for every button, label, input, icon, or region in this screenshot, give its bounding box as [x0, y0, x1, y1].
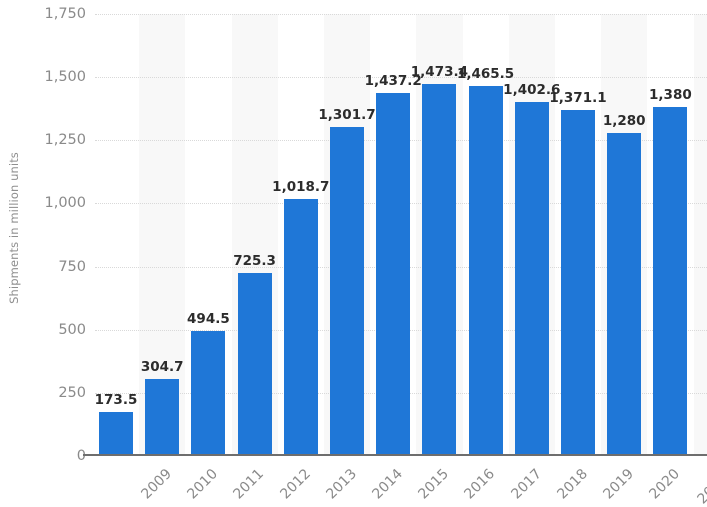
x-axis-tick-2021-est: 2021*: [694, 466, 707, 507]
bar[interactable]: [99, 412, 133, 456]
bar[interactable]: [237, 272, 272, 456]
gridline: [95, 77, 707, 79]
x-axis-tick-2012: 2012: [277, 466, 314, 503]
bar[interactable]: [607, 132, 642, 456]
bar-column-2015[interactable]: 1,437.2: [365, 0, 422, 456]
y-axis-tick-1250: 1,250: [44, 132, 86, 149]
bar-value-label: 1,465.5: [456, 65, 515, 82]
x-axis-tick-2020: 2020: [646, 466, 684, 503]
x-axis-tick-2019: 2019: [600, 466, 637, 503]
bar-column-2022-est[interactable]: [700, 0, 707, 456]
bar[interactable]: [191, 331, 226, 456]
bar-value-label: 173.5: [94, 392, 138, 409]
bar[interactable]: [422, 83, 457, 456]
bar-column-2013[interactable]: 1,018.7: [272, 0, 329, 456]
bar-value-label: 494.5: [187, 311, 230, 328]
x-axis-tick-2010: 2010: [184, 466, 222, 503]
bar-column-2010[interactable]: 304.7: [141, 0, 184, 456]
plot-area: 173.5 304.7 494.5 725.3 1,018.7 1,301.7 1,437.…: [83, 0, 707, 456]
bar-value-label: 725.3: [233, 252, 276, 269]
bar[interactable]: [145, 379, 180, 456]
y-axis-tick-750: 750: [58, 258, 86, 275]
bar[interactable]: [468, 85, 503, 456]
bar-value-label: 1,437.2: [364, 73, 422, 89]
bar[interactable]: [330, 127, 364, 456]
y-axis-tick-labels: 0 250 500 750 1,000 1,250 1,500 1,750: [24, 0, 86, 507]
bar-value-label: 1,018.7: [272, 178, 330, 195]
y-axis-tick-1750: 1,750: [44, 6, 86, 22]
bar-column-2011[interactable]: 494.5: [187, 0, 230, 456]
x-axis-tick-2013: 2013: [323, 466, 360, 503]
gridline: [95, 14, 707, 15]
x-axis-tick-2016: 2016: [461, 466, 499, 503]
bar[interactable]: [283, 198, 318, 456]
bar-value-label: 1,402.6: [503, 81, 561, 98]
y-axis-tick-0: 0: [76, 448, 86, 464]
y-axis-tick-1000: 1,000: [44, 195, 86, 212]
bar-column-2016[interactable]: 1,473.4: [411, 0, 468, 456]
bar-value-label: 1,301.7: [318, 107, 376, 124]
bar[interactable]: [561, 109, 595, 456]
bar-value-label: 1,371.1: [549, 89, 607, 106]
bar[interactable]: [653, 107, 688, 456]
bar-column-2019[interactable]: 1,371.1: [549, 0, 607, 456]
x-axis-tick-2015: 2015: [415, 466, 453, 503]
bar-column-2020[interactable]: 1,280: [603, 0, 646, 456]
column-band: [693, 14, 707, 456]
y-axis-tick-500: 500: [58, 321, 86, 338]
bar[interactable]: [514, 101, 549, 456]
x-axis-tick-2017: 2017: [508, 466, 545, 503]
bar-column-2014[interactable]: 1,301.7: [318, 0, 376, 456]
x-axis-tick-2014: 2014: [369, 466, 406, 503]
x-axis-tick-labels: 2009 2010 2011 2012 2013 2014 2015 2016 2017 2018…: [95, 456, 707, 507]
bar-column-2017[interactable]: 1,465.5: [457, 0, 514, 456]
bar-series: 173.5 304.7 494.5 725.3 1,018.7 1,301.7 1,437.…: [95, 0, 707, 456]
x-axis-tick-2009: 2009: [138, 466, 175, 503]
bar-column-2009[interactable]: 173.5: [95, 0, 137, 456]
x-axis-baseline: [83, 454, 707, 456]
bar-value-label: 1,473.4: [410, 63, 469, 80]
y-axis-title-text: Shipments in million units: [7, 152, 21, 304]
bar[interactable]: [376, 93, 411, 456]
bar-value-label: 304.7: [140, 359, 184, 376]
bar-column-2018[interactable]: 1,402.6: [503, 0, 560, 456]
bar-column-2012[interactable]: 725.3: [233, 0, 276, 456]
y-axis-tick-1500: 1,500: [44, 69, 86, 86]
bar-value-label: 1,280: [602, 112, 646, 129]
bar-column-2021-est[interactable]: 1,380: [649, 0, 692, 456]
x-axis-tick-2018: 2018: [554, 466, 591, 503]
x-axis-tick-2011: 2011: [230, 466, 268, 503]
y-axis-tick-250: 250: [58, 384, 86, 401]
bar-value-label: 1,380: [649, 87, 692, 104]
